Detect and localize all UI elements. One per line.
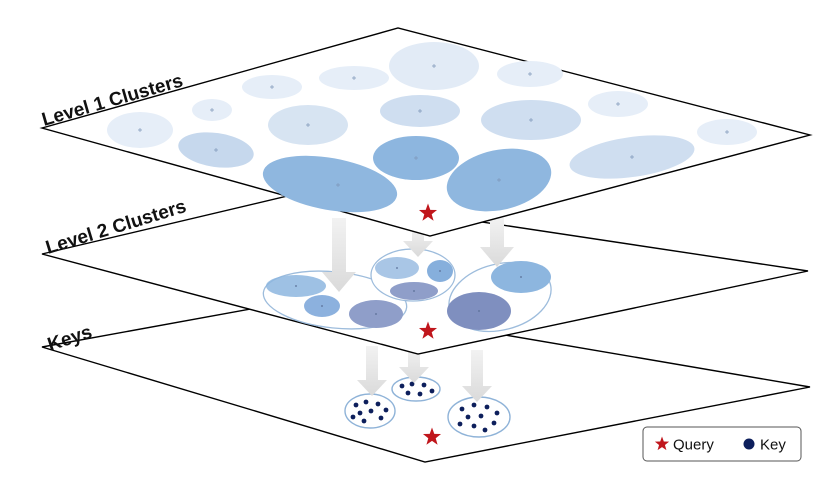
legend-box bbox=[642, 426, 802, 462]
key-dot bbox=[491, 420, 497, 426]
key-dot bbox=[399, 383, 405, 389]
key-dot bbox=[482, 427, 488, 433]
query-star-level1 bbox=[418, 203, 438, 221]
centroid-markers bbox=[295, 267, 522, 315]
key-group bbox=[391, 376, 441, 402]
key-dot bbox=[484, 404, 490, 410]
level2-plane: Level 2 Clusters bbox=[41, 193, 809, 355]
query-star-level2 bbox=[418, 321, 438, 339]
key-dot bbox=[429, 388, 435, 394]
down-arrow bbox=[399, 348, 429, 383]
key-dot bbox=[417, 391, 423, 397]
key-legend-dot-icon bbox=[743, 438, 755, 450]
key-dot bbox=[471, 402, 477, 408]
down-arrow bbox=[357, 346, 387, 396]
key-dot bbox=[357, 410, 363, 416]
query-legend-star-icon bbox=[654, 436, 670, 451]
legend-query-label: Query bbox=[673, 437, 714, 454]
down-arrow bbox=[403, 226, 433, 257]
key-dot bbox=[409, 381, 415, 387]
key-group bbox=[447, 396, 511, 438]
key-dot bbox=[350, 414, 356, 420]
arrows-level1-to-level2 bbox=[322, 218, 514, 292]
key-dot bbox=[478, 413, 484, 419]
key-group bbox=[344, 393, 396, 429]
down-arrow bbox=[462, 350, 492, 402]
key-dot bbox=[368, 408, 374, 414]
key-dot bbox=[494, 410, 500, 416]
down-arrow bbox=[480, 218, 514, 267]
legend: Query Key bbox=[642, 426, 802, 462]
key-dot bbox=[457, 421, 463, 427]
key-dot bbox=[363, 399, 369, 405]
key-dot bbox=[383, 407, 389, 413]
query-star-keys bbox=[422, 427, 442, 445]
key-dot bbox=[375, 401, 381, 407]
key-dot bbox=[421, 382, 427, 388]
key-dot bbox=[378, 415, 384, 421]
key-dot bbox=[405, 390, 411, 396]
down-arrow bbox=[322, 218, 356, 292]
level1-cluster bbox=[262, 155, 398, 213]
key-dot bbox=[465, 414, 471, 420]
key-dot bbox=[353, 402, 359, 408]
level1-plane: Level 1 Clusters bbox=[39, 27, 813, 237]
key-dot bbox=[471, 423, 477, 429]
keys-plane: Keys bbox=[41, 299, 811, 463]
key-dot bbox=[361, 418, 367, 424]
legend-key-label: Key bbox=[760, 437, 786, 454]
level1-clusters bbox=[107, 42, 757, 213]
key-dot bbox=[459, 406, 465, 412]
level1-centroid-markers bbox=[138, 64, 729, 187]
arrows-level2-to-keys bbox=[357, 346, 492, 402]
